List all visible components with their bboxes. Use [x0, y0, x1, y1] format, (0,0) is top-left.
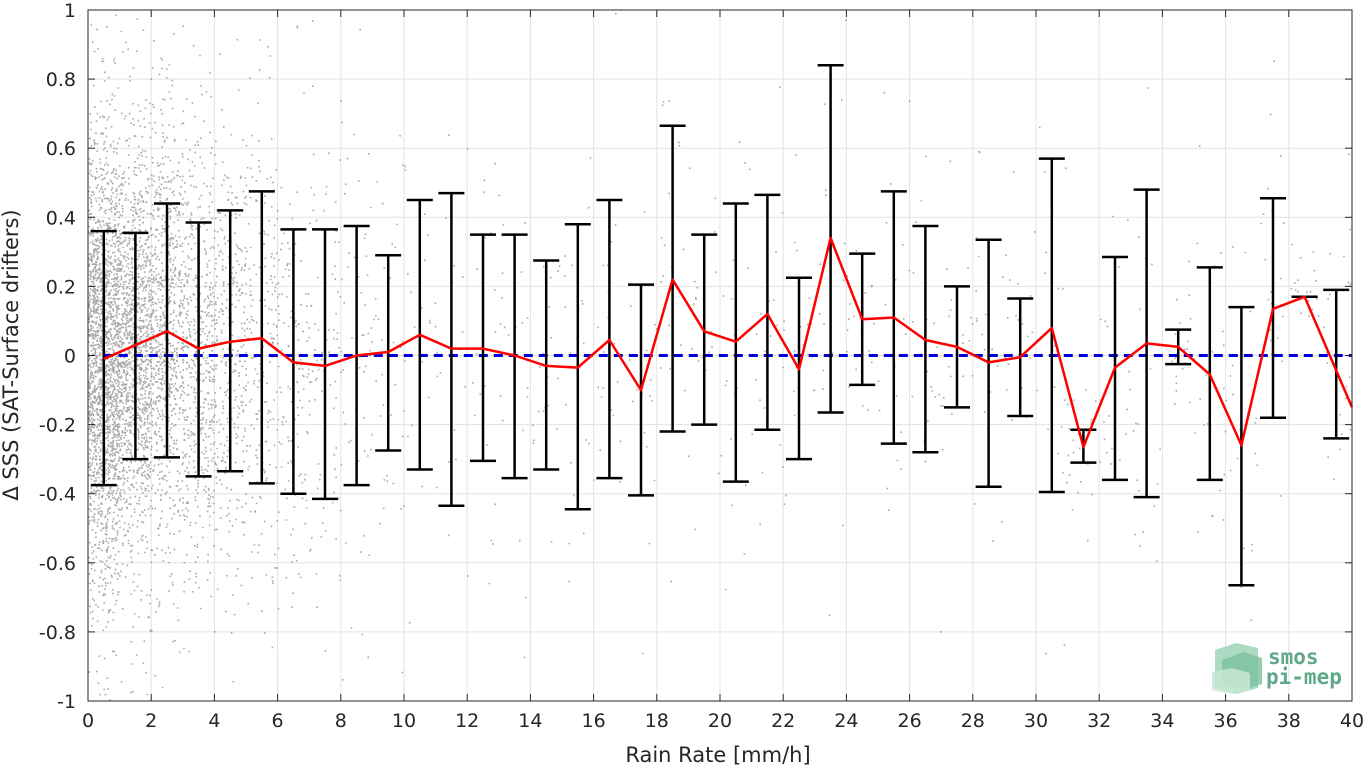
x-tick-label: 38 [1277, 710, 1301, 732]
x-tick-label: 22 [771, 710, 795, 732]
x-tick-label: 2 [145, 710, 157, 732]
y-tick-label: 0.4 [46, 207, 76, 229]
error-bar [1323, 288, 1350, 440]
x-tick-label: 40 [1340, 710, 1364, 732]
smos-pi-mep-logo: smos pi-mep [1212, 643, 1342, 694]
x-tick-label: 0 [82, 710, 94, 732]
x-tick-label: 32 [1087, 710, 1111, 732]
x-tick-label: 20 [708, 710, 732, 732]
x-tick-label: 4 [208, 710, 220, 732]
y-tick-label: 0.2 [46, 276, 76, 298]
y-tick-labels: 1 0.8 0.6 0.4 0.2 0 -0.2 -0.4 -0.6 -0.8 -1 [39, 0, 76, 713]
y-tick-label: -0.8 [39, 622, 76, 644]
x-tick-label: 30 [1024, 710, 1048, 732]
y-tick-label: 0.8 [46, 69, 76, 91]
x-tick-label: 14 [518, 710, 542, 732]
x-tick-labels: 0 2 4 6 8 10 12 14 16 18 20 22 24 26 28 30 32 34 36 38 40 [82, 710, 1364, 732]
logo-text-line2: pi-mep [1266, 665, 1342, 689]
y-tick-label: -0.4 [39, 484, 76, 506]
x-tick-label: 6 [272, 710, 284, 732]
y-tick-label: 0.6 [46, 138, 76, 160]
y-axis-label: Δ SSS (SAT-Surface drifters) [0, 209, 23, 500]
x-tick-label: 26 [898, 710, 922, 732]
x-tick-label: 10 [392, 710, 416, 732]
x-tick-label: 16 [582, 710, 606, 732]
y-tick-label: 0 [64, 346, 76, 368]
logo-icon [1212, 643, 1262, 694]
mean-line [103, 236, 1354, 449]
y-tick-label: 1 [64, 0, 76, 22]
x-tick-label: 18 [645, 710, 669, 732]
x-tick-label: 36 [1214, 710, 1238, 732]
logo-text-line1: smos [1268, 645, 1319, 669]
y-tick-label: -0.6 [39, 553, 76, 575]
x-tick-label: 8 [335, 710, 347, 732]
x-tick-label: 24 [834, 710, 858, 732]
error-bar [312, 228, 338, 501]
y-tick-label: -1 [57, 691, 76, 713]
y-tick-label: -0.2 [39, 415, 76, 437]
mean-line-layer [103, 236, 1354, 449]
axes [87, 9, 1353, 702]
error-bar [754, 193, 781, 432]
x-tick-label: 28 [961, 710, 985, 732]
x-axis-label: Rain Rate [mm/h] [625, 743, 810, 767]
error-bar [1038, 157, 1065, 494]
x-tick-label: 34 [1150, 710, 1174, 732]
x-tick-label: 12 [455, 710, 479, 732]
